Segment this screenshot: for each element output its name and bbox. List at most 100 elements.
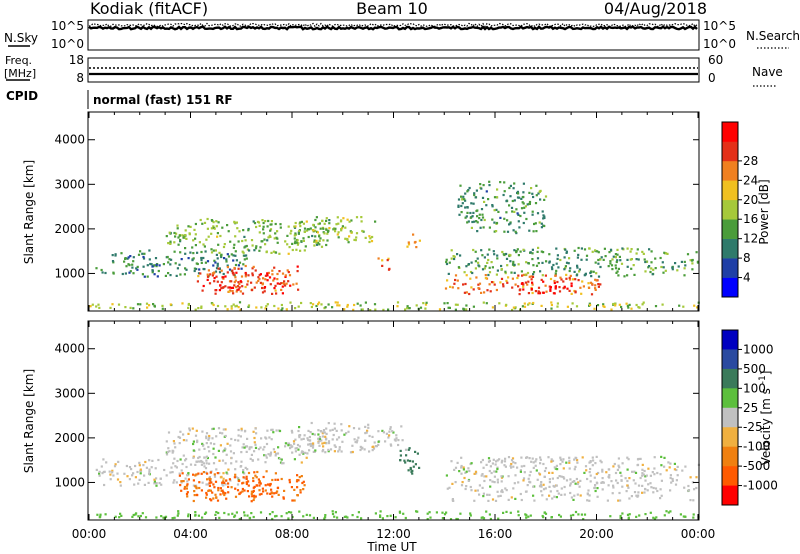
heatmap-cell bbox=[588, 494, 591, 497]
heatmap-cell bbox=[524, 513, 527, 516]
heatmap-cell bbox=[556, 280, 559, 284]
heatmap-cell bbox=[361, 308, 364, 311]
heatmap-cell bbox=[583, 248, 587, 251]
heatmap-cell bbox=[151, 265, 154, 268]
heatmap-cell bbox=[630, 258, 633, 261]
heatmap-cell bbox=[628, 513, 631, 516]
heatmap-cell bbox=[177, 435, 180, 439]
heatmap-cell bbox=[449, 518, 453, 521]
heatmap-cell bbox=[558, 286, 561, 289]
heatmap-cell bbox=[576, 459, 579, 462]
heatmap-cell bbox=[373, 441, 376, 444]
heatmap-cell bbox=[181, 462, 184, 466]
heatmap-cell bbox=[451, 498, 454, 501]
heatmap-cell bbox=[630, 307, 633, 310]
heatmap-cell bbox=[372, 447, 376, 450]
heatmap-cell bbox=[290, 486, 293, 489]
heatmap-cell bbox=[550, 266, 554, 269]
heatmap-cell bbox=[456, 518, 459, 521]
heatmap-cell bbox=[153, 264, 156, 267]
heatmap-cell bbox=[101, 472, 104, 475]
heatmap-cell bbox=[241, 446, 244, 449]
heatmap-cell bbox=[209, 273, 212, 276]
heatmap-cell bbox=[520, 456, 523, 459]
nsky-tick-top: 10^5 bbox=[51, 19, 84, 33]
heatmap-cell bbox=[300, 240, 303, 243]
colorbar-tick-label: 28 bbox=[743, 154, 758, 168]
heatmap-cell bbox=[588, 499, 591, 502]
heatmap-cell bbox=[454, 278, 457, 282]
heatmap-cell bbox=[499, 181, 502, 184]
heatmap-cell bbox=[627, 516, 630, 519]
heatmap-cell bbox=[293, 237, 296, 240]
heatmap-cell bbox=[308, 435, 311, 439]
heatmap-cell bbox=[226, 224, 229, 227]
heatmap-cell bbox=[248, 249, 251, 252]
heatmap-cell bbox=[281, 307, 284, 310]
heatmap-cell bbox=[615, 271, 618, 274]
heatmap-cell bbox=[302, 480, 305, 483]
heatmap-cell bbox=[192, 442, 195, 446]
heatmap-cell bbox=[384, 440, 387, 443]
heatmap-cell bbox=[197, 275, 200, 278]
heatmap-cell bbox=[520, 498, 523, 502]
heatmap-cell bbox=[206, 217, 209, 221]
heatmap-cell bbox=[168, 450, 171, 453]
heatmap-cell bbox=[471, 215, 474, 218]
heatmap-cell bbox=[253, 436, 256, 440]
heatmap-cell bbox=[497, 517, 500, 520]
colorbar-tick-label: -1000 bbox=[743, 479, 778, 493]
heatmap-cell bbox=[239, 290, 242, 293]
heatmap-cell bbox=[409, 459, 412, 463]
heatmap-cell bbox=[185, 237, 188, 240]
heatmap-cell bbox=[614, 256, 617, 259]
heatmap-cell bbox=[206, 456, 209, 460]
heatmap-cell bbox=[415, 510, 418, 513]
heatmap-cell bbox=[614, 253, 617, 256]
heatmap-cell bbox=[174, 446, 177, 449]
heatmap-cell bbox=[271, 269, 274, 272]
heatmap-cell bbox=[296, 494, 299, 497]
heatmap-cell bbox=[231, 286, 235, 289]
heatmap-cell bbox=[325, 442, 328, 445]
heatmap-cell bbox=[460, 464, 463, 468]
heatmap-cell bbox=[607, 484, 610, 487]
heatmap-cell bbox=[476, 215, 479, 218]
heatmap-cell bbox=[192, 239, 195, 242]
heatmap-cell bbox=[254, 269, 257, 272]
heatmap-cell bbox=[542, 516, 545, 519]
heatmap-cell bbox=[599, 265, 602, 269]
heatmap-cell bbox=[404, 461, 407, 464]
heatmap-cell bbox=[336, 438, 339, 441]
heatmap-cell bbox=[247, 274, 250, 277]
heatmap-cell bbox=[596, 304, 600, 307]
heatmap-cell bbox=[167, 261, 170, 264]
heatmap-cell bbox=[233, 514, 237, 517]
heatmap-cell bbox=[230, 437, 233, 441]
heatmap-cell bbox=[277, 457, 281, 460]
heatmap-cell bbox=[171, 517, 174, 520]
heatmap-cell bbox=[196, 439, 199, 442]
heatmap-cell bbox=[252, 265, 255, 268]
heatmap-cell bbox=[446, 487, 449, 490]
heatmap-cell bbox=[495, 273, 498, 276]
heatmap-cell bbox=[475, 189, 478, 192]
heatmap-cell bbox=[517, 192, 520, 195]
heatmap-cell bbox=[465, 265, 468, 268]
heatmap-cell bbox=[212, 462, 216, 465]
heatmap-cell bbox=[204, 250, 207, 253]
heatmap-cell bbox=[578, 270, 581, 273]
heatmap-cell bbox=[216, 280, 219, 283]
heatmap-cell bbox=[569, 491, 572, 495]
heatmap-cell bbox=[187, 513, 190, 516]
heatmap-cell bbox=[549, 288, 552, 291]
heatmap-cell bbox=[489, 485, 492, 488]
heatmap-cell bbox=[483, 291, 486, 294]
heatmap-cell bbox=[207, 269, 210, 272]
heatmap-cell bbox=[356, 439, 359, 442]
freq-panel-frame bbox=[87, 57, 700, 83]
velocity-ylabel: Slant Range [km] bbox=[22, 369, 36, 473]
heatmap-cell bbox=[590, 275, 593, 278]
heatmap-cell bbox=[616, 248, 619, 251]
heatmap-cell bbox=[336, 301, 339, 304]
